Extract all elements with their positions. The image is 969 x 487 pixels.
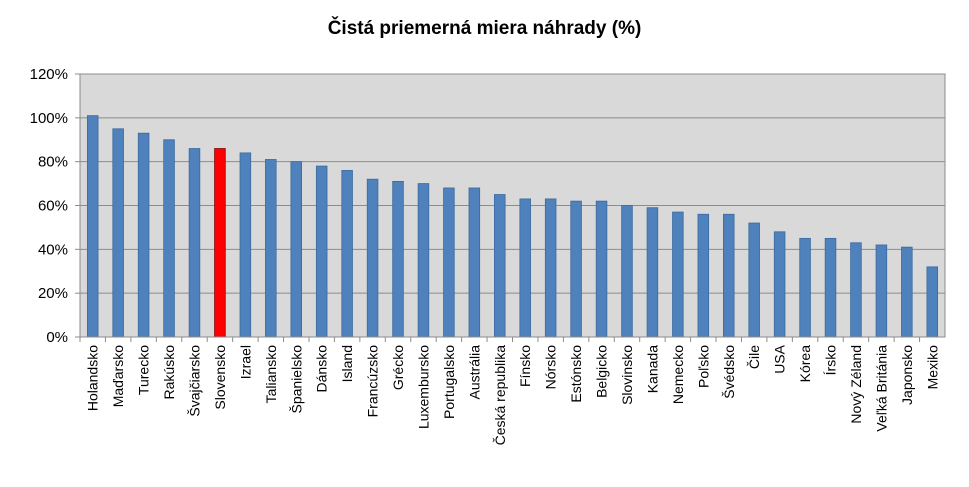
bar-32 xyxy=(901,246,913,338)
x-tick-label: Estónsko xyxy=(568,345,584,403)
bar-30 xyxy=(850,242,862,338)
x-tick-label: Francúzsko xyxy=(365,345,381,418)
x-tick-label: Mexiko xyxy=(924,345,940,390)
x-tick-label: Česká republika xyxy=(492,345,508,446)
bar-29 xyxy=(824,237,837,338)
bar-14 xyxy=(443,187,455,338)
y-axis-ticks: 0% 20% 40% 60% 80% 100% 120% xyxy=(30,66,80,346)
bar-31 xyxy=(875,244,888,338)
x-tick-label: Grécko xyxy=(390,345,406,390)
x-tick-label: Luxembursko xyxy=(415,345,431,429)
x-tick-label: Španielsko xyxy=(288,345,304,414)
y-tick-label: 0% xyxy=(46,329,68,346)
bar-16 xyxy=(494,194,506,338)
x-tick-label: Portugalsko xyxy=(441,345,457,419)
x-tick-label: Belgicko xyxy=(594,345,610,398)
bar-25 xyxy=(723,213,735,338)
bar-33 xyxy=(926,266,939,338)
bar-11 xyxy=(366,178,379,338)
bar-21 xyxy=(621,205,633,338)
y-tick-label: 20% xyxy=(38,285,68,302)
bars xyxy=(86,115,939,338)
x-tick-label: Holandsko xyxy=(85,345,101,411)
bar-8 xyxy=(290,161,302,338)
x-tick-label: Turecko xyxy=(136,345,152,395)
bar-17 xyxy=(519,198,531,338)
x-tick-label: Austrália xyxy=(466,345,482,400)
bar-24 xyxy=(697,213,710,338)
bar-10 xyxy=(341,170,353,338)
bar-0 xyxy=(86,115,99,338)
bar-18 xyxy=(544,198,557,338)
bar-22 xyxy=(646,207,659,338)
bar-13 xyxy=(417,183,430,338)
y-tick-label: 120% xyxy=(30,66,68,83)
plot-border xyxy=(79,73,946,338)
x-tick-label: Nemecko xyxy=(670,345,686,404)
bar-1 xyxy=(112,128,124,338)
bar-7 xyxy=(265,159,277,338)
bar-27 xyxy=(773,231,786,338)
x-tick-label: Island xyxy=(339,345,355,382)
x-tick-label: Dánsko xyxy=(314,345,330,393)
x-tick-label: Kórea xyxy=(797,345,813,383)
bar-19 xyxy=(570,200,582,338)
bar-15 xyxy=(468,187,481,338)
bar-3 xyxy=(163,139,175,338)
bar-28 xyxy=(799,237,811,338)
bar-4 xyxy=(188,148,201,338)
x-axis-labels: Holandsko Maďarsko Turecko Rakúsko Švajčiars… xyxy=(79,337,940,446)
bar-9 xyxy=(315,165,328,338)
x-tick-label: Taliansko xyxy=(263,345,279,404)
y-tick-label: 100% xyxy=(30,110,68,127)
chart-title: Čistá priemerná miera náhrady (%) xyxy=(327,18,642,39)
x-tick-label: Čile xyxy=(746,345,762,369)
y-tick-label: 80% xyxy=(38,154,68,171)
x-tick-label: Nórsko xyxy=(543,345,559,390)
x-tick-label: Maďarsko xyxy=(110,345,126,408)
bar-23 xyxy=(672,211,684,338)
x-tick-label: Slovensko xyxy=(212,345,228,410)
bar-26 xyxy=(748,222,760,338)
x-tick-label: Veľká Británia xyxy=(873,345,889,432)
x-tick-label: Nový Zéland xyxy=(848,345,864,424)
x-tick-label: Poľsko xyxy=(695,345,711,388)
y-tick-label: 40% xyxy=(38,241,68,258)
x-tick-label: Švajčiarsko xyxy=(186,345,202,417)
bar-20 xyxy=(595,200,608,338)
bar-5 xyxy=(214,148,226,338)
x-tick-label: Švédsko xyxy=(721,345,737,399)
x-tick-label: Izrael xyxy=(237,345,253,379)
x-tick-label: Kanada xyxy=(644,345,660,393)
bar-6 xyxy=(239,152,252,338)
x-tick-label: Slovinsko xyxy=(619,345,635,405)
bar-12 xyxy=(392,180,404,338)
y-tick-label: 60% xyxy=(38,198,68,215)
bar-2 xyxy=(137,132,150,338)
x-tick-label: USA xyxy=(772,344,788,373)
x-tick-label: Japonsko xyxy=(899,345,915,405)
x-tick-label: Fínsko xyxy=(517,345,533,387)
x-tick-label: Rakúsko xyxy=(161,345,177,400)
x-tick-label: Írsko xyxy=(823,345,839,376)
